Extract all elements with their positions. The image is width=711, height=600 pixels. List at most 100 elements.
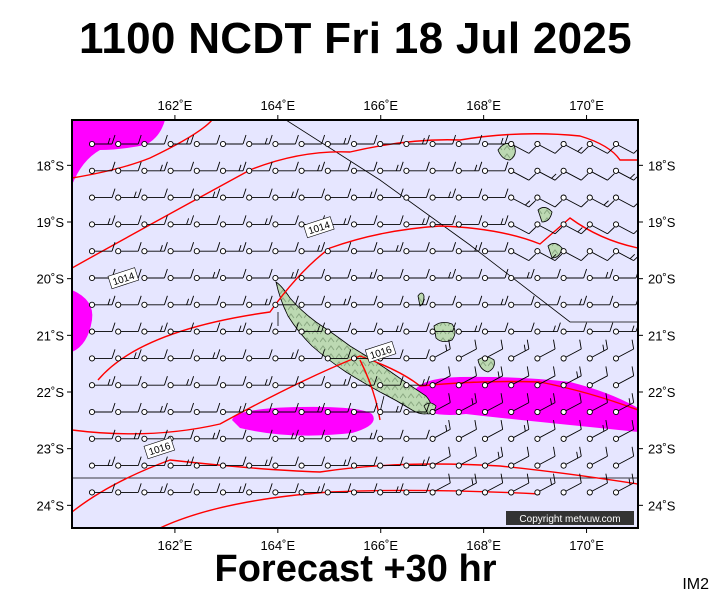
wind-barb [350, 402, 378, 416]
wind-barb [115, 134, 142, 148]
wind-barb [508, 446, 530, 469]
wind-barb [377, 268, 404, 282]
wind-barb [481, 215, 509, 228]
wind-barb [246, 322, 273, 335]
wind-barb [455, 322, 483, 335]
wind-barb [612, 194, 638, 208]
land-vanuatu-efate [537, 207, 553, 223]
lon-tick-label-top: 162˚E [158, 98, 193, 113]
wind-barb [298, 483, 326, 496]
wind-barb [246, 188, 273, 201]
wind-barb [377, 483, 404, 496]
wind-barb [429, 134, 457, 148]
wind-barb [612, 393, 635, 416]
wind-barb [403, 349, 430, 362]
lat-tick-label-right: 20˚S [648, 272, 676, 287]
wind-barb [298, 429, 326, 442]
wind-barb [219, 402, 247, 416]
wind-barb [272, 456, 299, 469]
wind-barb [219, 483, 247, 496]
wind-barb [324, 429, 352, 442]
wind-barb [455, 188, 483, 201]
wind-barb [534, 446, 556, 469]
wind-barb [141, 268, 168, 282]
wind-barb [429, 393, 451, 416]
isobar-line [72, 355, 638, 435]
lon-tick-label-bottom: 164˚E [260, 538, 295, 553]
wind-barb [350, 456, 378, 469]
wind-barb [324, 322, 352, 335]
wind-barb [193, 483, 221, 496]
wind-barb [88, 134, 116, 148]
wind-barb [324, 242, 352, 255]
wind-barb [586, 268, 614, 282]
wind-barb [246, 376, 273, 389]
wind-barb [403, 429, 430, 442]
lat-tick-label-right: 19˚S [648, 215, 676, 230]
wind-barb [193, 376, 221, 389]
wind-barb [612, 324, 638, 335]
wind-barb [560, 167, 589, 181]
wind-barb [560, 295, 588, 308]
wind-barb [403, 215, 430, 228]
wind-barb [560, 446, 582, 469]
wind-barb [481, 134, 509, 148]
wind-barb [115, 242, 142, 255]
wind-barb [115, 349, 142, 362]
wind-barb [141, 429, 168, 442]
lat-tick-label-left: 22˚S [37, 385, 65, 400]
wind-barb [115, 456, 142, 469]
isobar-line [97, 217, 638, 381]
wind-barb [586, 295, 614, 308]
wind-barb [167, 161, 195, 174]
wind-barb [193, 429, 221, 442]
wind-barb [272, 376, 299, 389]
wind-barb [141, 161, 168, 174]
copyright-text: Copyright metvuw.com [519, 514, 620, 525]
wind-barb [219, 134, 247, 148]
wind-barb [403, 322, 430, 335]
wind-barb [377, 295, 404, 308]
wind-barb [534, 339, 556, 362]
wind-barb [246, 456, 273, 469]
wind-barb [534, 366, 556, 389]
wind-barb [298, 376, 326, 389]
wind-barb [193, 242, 221, 255]
wind-barb [534, 194, 563, 208]
wind-barb [298, 456, 326, 469]
wind-barb [560, 366, 582, 389]
maritime-boundary-line [285, 120, 638, 323]
wind-barb [508, 393, 530, 416]
wind-barb [246, 295, 273, 308]
lon-tick-label-bottom: 166˚E [363, 538, 398, 553]
rain-area-south-central [232, 406, 374, 436]
wind-barb [586, 393, 608, 416]
lat-tick-label-right: 23˚S [648, 442, 676, 457]
lat-tick-label-right: 24˚S [648, 498, 676, 513]
wind-barb [219, 242, 247, 255]
wind-barb [193, 134, 221, 148]
wind-barb [455, 393, 477, 416]
wind-barb [429, 215, 457, 228]
wind-barb [115, 402, 142, 416]
wind-barb [586, 473, 608, 496]
rain-area-northwest [72, 120, 165, 185]
wind-barb [586, 221, 615, 235]
wind-barb [219, 322, 247, 335]
lat-tick-label-left: 19˚S [37, 215, 65, 230]
wind-barb [272, 295, 299, 308]
wind-barb [167, 483, 195, 496]
wind-barb [272, 215, 299, 228]
lon-tick-label-top: 170˚E [569, 98, 604, 113]
wind-barb [219, 456, 247, 469]
wind-barb [246, 349, 273, 362]
wind-barb [246, 242, 273, 255]
wind-barb [508, 221, 537, 235]
wind-barb [481, 268, 509, 282]
lat-tick-label-left: 24˚S [37, 498, 65, 513]
wind-barb [429, 161, 457, 174]
wind-barb [560, 248, 589, 261]
wind-barb [167, 402, 195, 416]
wind-barb [88, 456, 116, 469]
wind-barb [560, 221, 589, 235]
